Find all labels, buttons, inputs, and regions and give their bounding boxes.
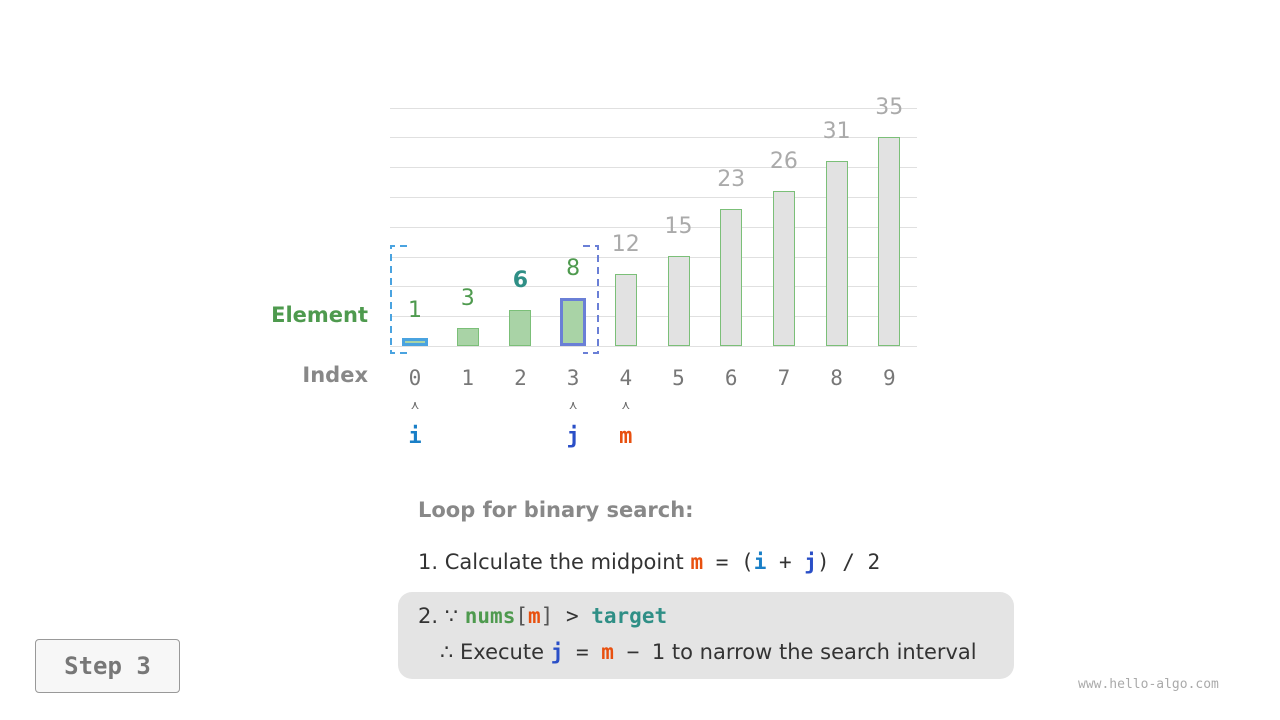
gridline	[390, 107, 917, 109]
value-label: 6	[512, 268, 529, 294]
value-label: 26	[769, 148, 798, 174]
var-nums: nums	[464, 604, 516, 628]
minus-op: −	[613, 640, 652, 664]
var-m: m	[690, 550, 704, 574]
gridline	[390, 197, 917, 198]
var-j: j	[804, 550, 817, 574]
value-label: 31	[822, 118, 851, 144]
element-row-label: Element	[271, 303, 368, 327]
value-label: 35	[875, 95, 904, 121]
index-row-label: Index	[302, 363, 368, 387]
gridline	[390, 226, 917, 228]
eq-op: =	[563, 640, 602, 664]
var-m: m	[601, 640, 614, 664]
var-i: i	[753, 550, 767, 574]
bracket-close: ]	[540, 604, 554, 628]
pointer-i: i	[408, 424, 422, 449]
value-label: 12	[611, 232, 640, 258]
bar	[878, 137, 901, 346]
line1-rest: ) / 2	[816, 550, 881, 574]
pointer-m: m	[619, 424, 633, 449]
pointer-arrow-icon: ⋏	[410, 398, 420, 412]
value-label: 1	[408, 298, 422, 324]
watermark: www.hello-algo.com	[1078, 677, 1219, 692]
line1-eq: = (	[703, 550, 754, 574]
step-button[interactable]: Step 3	[35, 639, 180, 693]
value-label: 3	[460, 286, 475, 312]
bar	[720, 208, 743, 346]
bar	[560, 298, 587, 346]
index-label: 9	[882, 366, 896, 390]
line3-rest: 1 to narrow the search interval	[651, 640, 977, 664]
value-label: 8	[566, 256, 581, 282]
gridline	[390, 286, 917, 288]
index-label: 1	[461, 366, 475, 390]
highlighted-step-box: 2. ∵ nums[m] > target ∴ Execute j = m − …	[398, 592, 1014, 679]
line1-plus: +	[766, 550, 805, 574]
step-line-3: ∴ Execute j = m − 1 to narrow the search…	[440, 640, 977, 664]
because-text: 2. ∵	[418, 604, 459, 628]
gridline	[390, 316, 917, 318]
var-m: m	[528, 604, 541, 628]
bracket-right	[583, 245, 599, 354]
index-label: 8	[830, 366, 843, 390]
pointer-arrow-icon: ⋏	[621, 398, 631, 412]
index-label: 2	[514, 366, 527, 390]
var-target: target	[591, 604, 668, 628]
bracket-open: [	[515, 604, 528, 628]
value-label: 23	[717, 166, 746, 192]
bracket-left	[390, 245, 407, 354]
index-label: 0	[408, 366, 422, 390]
explanation-heading: Loop for binary search:	[418, 498, 694, 522]
therefore-text: ∴ Execute	[440, 640, 545, 664]
bar	[614, 274, 637, 346]
bar	[825, 160, 848, 346]
bar	[402, 338, 428, 346]
line1-text: 1. Calculate the midpoint	[418, 550, 684, 574]
index-label: 5	[672, 366, 685, 390]
gridline	[390, 137, 917, 139]
search-interval-bracket	[390, 245, 599, 354]
bar	[667, 256, 690, 346]
gridline	[390, 346, 917, 347]
bar	[456, 328, 479, 346]
pointer-arrow-icon: ⋏	[568, 398, 578, 412]
gridline	[390, 167, 917, 169]
index-label: 6	[724, 366, 738, 390]
bar	[772, 190, 795, 346]
gridline	[390, 256, 917, 258]
step-line-2: 2. ∵ nums[m] > target	[418, 604, 667, 628]
value-label: 15	[664, 214, 693, 240]
index-label: 4	[619, 366, 633, 390]
bar	[509, 310, 532, 346]
gt-op: >	[553, 604, 592, 628]
pointer-j: j	[566, 424, 580, 449]
index-label: 3	[566, 366, 580, 390]
step-line-1: 1. Calculate the midpoint m = (i + j) / …	[418, 550, 880, 574]
var-j: j	[550, 640, 564, 664]
index-label: 7	[777, 366, 791, 390]
